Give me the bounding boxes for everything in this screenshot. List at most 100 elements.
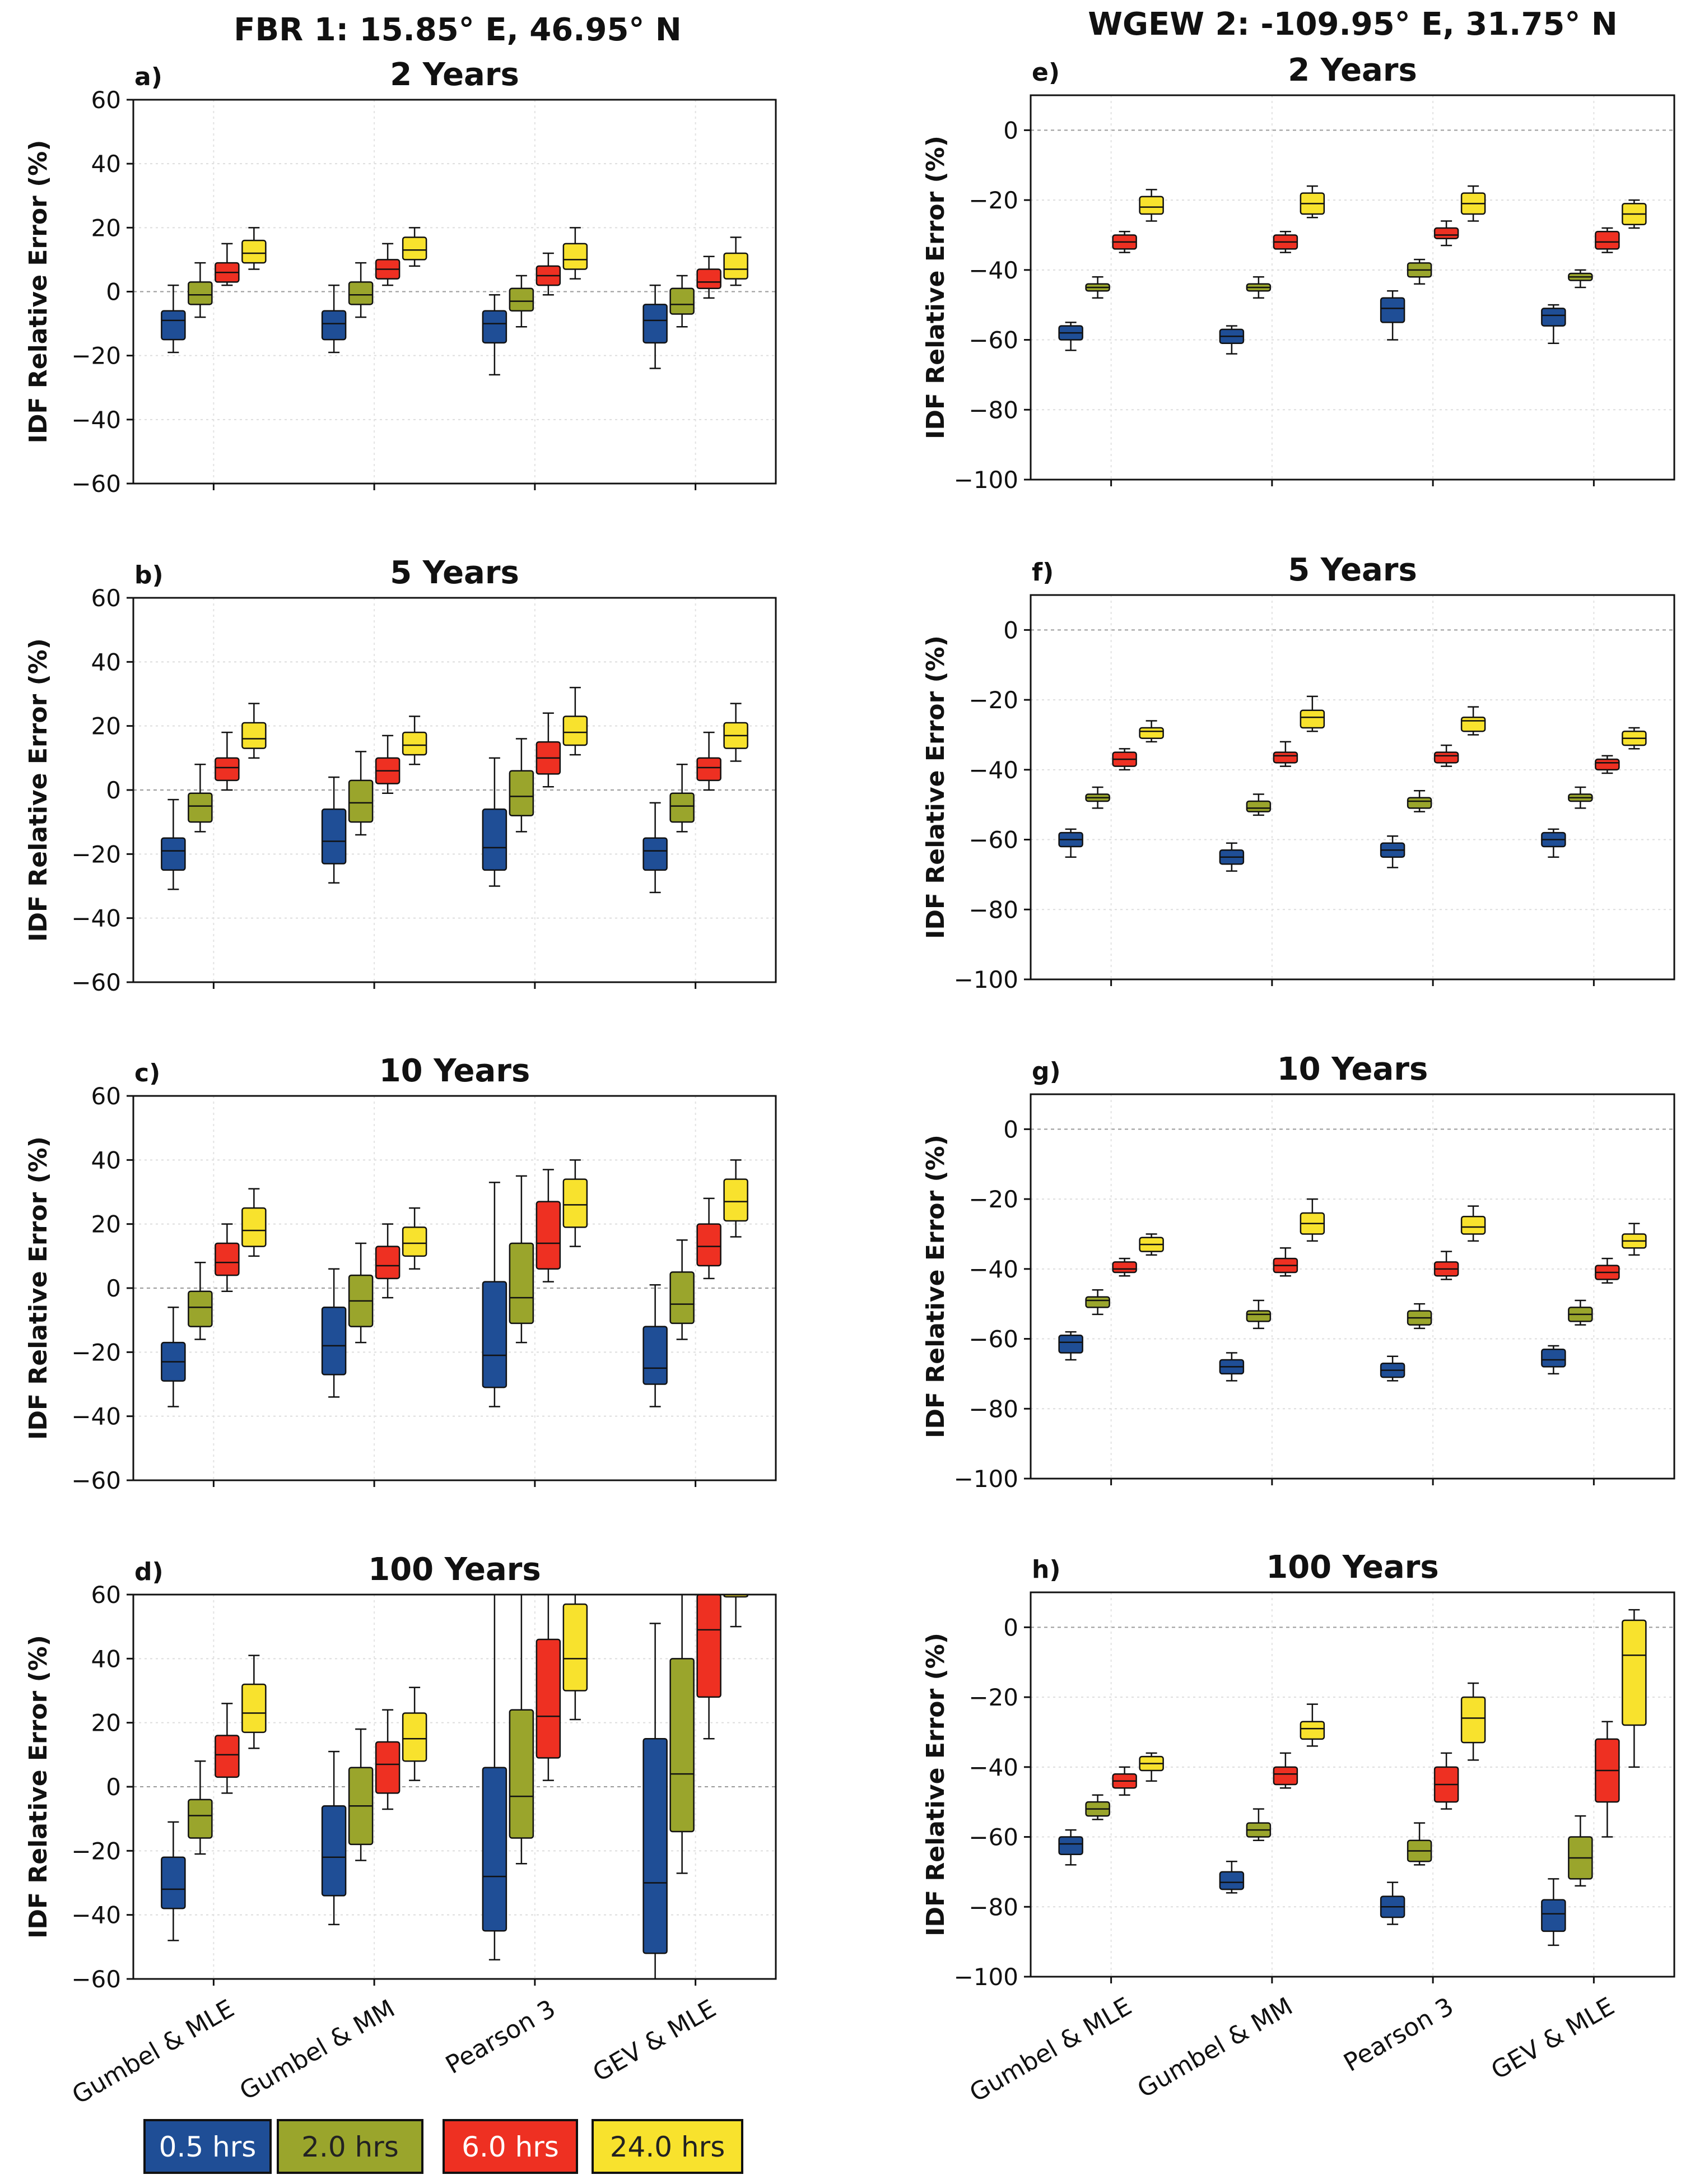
box-iqr bbox=[642, 1738, 668, 1954]
y-axis-label: IDF Relative Error (%) bbox=[24, 638, 53, 942]
box-6-0-hrs-0 bbox=[215, 1223, 240, 1292]
box-6-0-hrs-1 bbox=[375, 1709, 401, 1810]
column-title-fbr1: FBR 1: 15.85° E, 46.95° N bbox=[234, 12, 682, 48]
box-24-0-hrs-0 bbox=[1139, 1752, 1164, 1782]
x-category-label: Pearson 3 bbox=[1339, 1992, 1458, 2078]
box-iqr bbox=[188, 1799, 213, 1839]
box-iqr bbox=[1273, 751, 1298, 764]
box-24-0-hrs-0 bbox=[241, 1655, 267, 1749]
y-tick-label: 20 bbox=[91, 713, 121, 740]
box-6-0-hrs-2 bbox=[1433, 1251, 1459, 1280]
panel-letter: c) bbox=[134, 1059, 160, 1088]
box-0-5-hrs-0 bbox=[1058, 1331, 1083, 1361]
box-2-0-hrs-0 bbox=[188, 764, 213, 833]
box-iqr bbox=[696, 1593, 721, 1698]
box-2-0-hrs-2 bbox=[1407, 258, 1432, 285]
box-6-0-hrs-1 bbox=[375, 243, 401, 286]
box-24-0-hrs-0 bbox=[1139, 720, 1164, 743]
box-24-0-hrs-3 bbox=[723, 1593, 748, 1628]
box-24-0-hrs-0 bbox=[241, 1188, 267, 1257]
box-iqr bbox=[509, 287, 534, 312]
box-2-0-hrs-3 bbox=[669, 1595, 695, 1874]
box-6-0-hrs-3 bbox=[1595, 755, 1620, 774]
box-24-0-hrs-2 bbox=[562, 227, 588, 280]
box-0-5-hrs-1 bbox=[321, 1750, 347, 1926]
box-6-0-hrs-3 bbox=[1595, 227, 1620, 253]
y-tick-label: 40 bbox=[91, 648, 121, 676]
box-6-0-hrs-2 bbox=[536, 1595, 561, 1781]
box-iqr bbox=[375, 1246, 401, 1280]
y-tick-label: 0 bbox=[1003, 1116, 1018, 1143]
box-6-0-hrs-2 bbox=[1433, 1752, 1459, 1810]
y-tick-label: −20 bbox=[968, 187, 1018, 214]
box-iqr bbox=[1541, 1349, 1566, 1368]
panels-group: 60 40 20 0 −20 −40 −60 IDF Relative Error (%) 2 … bbox=[24, 52, 1675, 2110]
box-iqr bbox=[642, 837, 668, 871]
box-2-0-hrs-1 bbox=[1246, 276, 1272, 299]
box-2-0-hrs-3 bbox=[669, 275, 695, 328]
box-iqr bbox=[1112, 1261, 1137, 1274]
box-24-0-hrs-3 bbox=[723, 236, 748, 286]
box-iqr bbox=[696, 757, 721, 782]
y-tick-label: −40 bbox=[968, 1256, 1018, 1283]
legend-label: 0.5 hrs bbox=[159, 2131, 257, 2163]
box-iqr bbox=[696, 268, 721, 290]
y-tick-label: −40 bbox=[71, 905, 121, 932]
box-0-5-hrs-3 bbox=[1541, 828, 1566, 858]
box-iqr bbox=[1219, 1871, 1245, 1890]
box-2-0-hrs-2 bbox=[1407, 1303, 1432, 1330]
box-0-5-hrs-0 bbox=[161, 1307, 186, 1407]
y-tick-label: −20 bbox=[71, 840, 121, 868]
box-iqr bbox=[188, 792, 213, 823]
box-2-0-hrs-3 bbox=[1568, 1299, 1593, 1326]
box-2-0-hrs-0 bbox=[1085, 1289, 1110, 1316]
box-iqr bbox=[215, 1735, 240, 1778]
y-tick-label: −20 bbox=[71, 1339, 121, 1366]
box-0-5-hrs-0 bbox=[161, 798, 186, 890]
box-6-0-hrs-1 bbox=[1273, 741, 1298, 767]
box-iqr bbox=[1085, 1296, 1110, 1308]
plot-frame bbox=[1030, 94, 1675, 481]
box-iqr bbox=[402, 1712, 427, 1762]
y-tick-label: −60 bbox=[71, 470, 121, 498]
y-tick-label: −60 bbox=[71, 1467, 121, 1494]
y-axis-label: IDF Relative Error (%) bbox=[921, 635, 950, 939]
box-6-0-hrs-2 bbox=[536, 712, 561, 788]
legend-item-2-0-hrs: 2.0 hrs bbox=[277, 2119, 423, 2174]
box-iqr bbox=[536, 1638, 561, 1759]
column-title-wgew2: WGEW 2: -109.95° E, 31.75° N bbox=[1088, 6, 1617, 43]
box-iqr bbox=[1433, 751, 1459, 764]
box-iqr bbox=[348, 779, 374, 823]
panel-letter: e) bbox=[1032, 58, 1060, 87]
legend-item-24-0-hrs: 24.0 hrs bbox=[592, 2119, 743, 2174]
box-24-0-hrs-3 bbox=[1622, 1223, 1647, 1256]
box-24-0-hrs-0 bbox=[1139, 189, 1164, 222]
y-tick-label: −40 bbox=[968, 1754, 1018, 1781]
box-iqr bbox=[509, 1709, 534, 1839]
box-6-0-hrs-3 bbox=[1595, 1257, 1620, 1284]
box-0-5-hrs-3 bbox=[1541, 1878, 1566, 1946]
box-24-0-hrs-2 bbox=[562, 1159, 588, 1247]
y-tick-label: 0 bbox=[1003, 616, 1018, 644]
box-iqr bbox=[509, 770, 534, 816]
y-tick-label: −80 bbox=[968, 396, 1018, 424]
box-24-0-hrs-2 bbox=[1460, 1205, 1486, 1242]
y-tick-label: −40 bbox=[968, 756, 1018, 784]
box-iqr bbox=[241, 239, 267, 264]
plot-frame bbox=[1030, 594, 1675, 981]
y-tick-label: −100 bbox=[954, 466, 1018, 494]
panel-d: 60 40 20 0 −20 −40 −60 IDF Relative Error (%) 10… bbox=[24, 1551, 777, 2110]
box-iqr bbox=[562, 715, 588, 746]
box-iqr bbox=[1058, 1335, 1083, 1354]
panel-title: 2 Years bbox=[390, 57, 519, 93]
box-0-5-hrs-1 bbox=[321, 1268, 347, 1398]
panel-letter: g) bbox=[1032, 1057, 1061, 1086]
box-24-0-hrs-3 bbox=[1622, 199, 1647, 229]
legend-item-6-0-hrs: 6.0 hrs bbox=[443, 2119, 578, 2174]
box-2-0-hrs-0 bbox=[1085, 786, 1110, 809]
box-iqr bbox=[1246, 1310, 1272, 1322]
box-24-0-hrs-2 bbox=[562, 1595, 588, 1721]
box-2-0-hrs-3 bbox=[1568, 1815, 1593, 1887]
